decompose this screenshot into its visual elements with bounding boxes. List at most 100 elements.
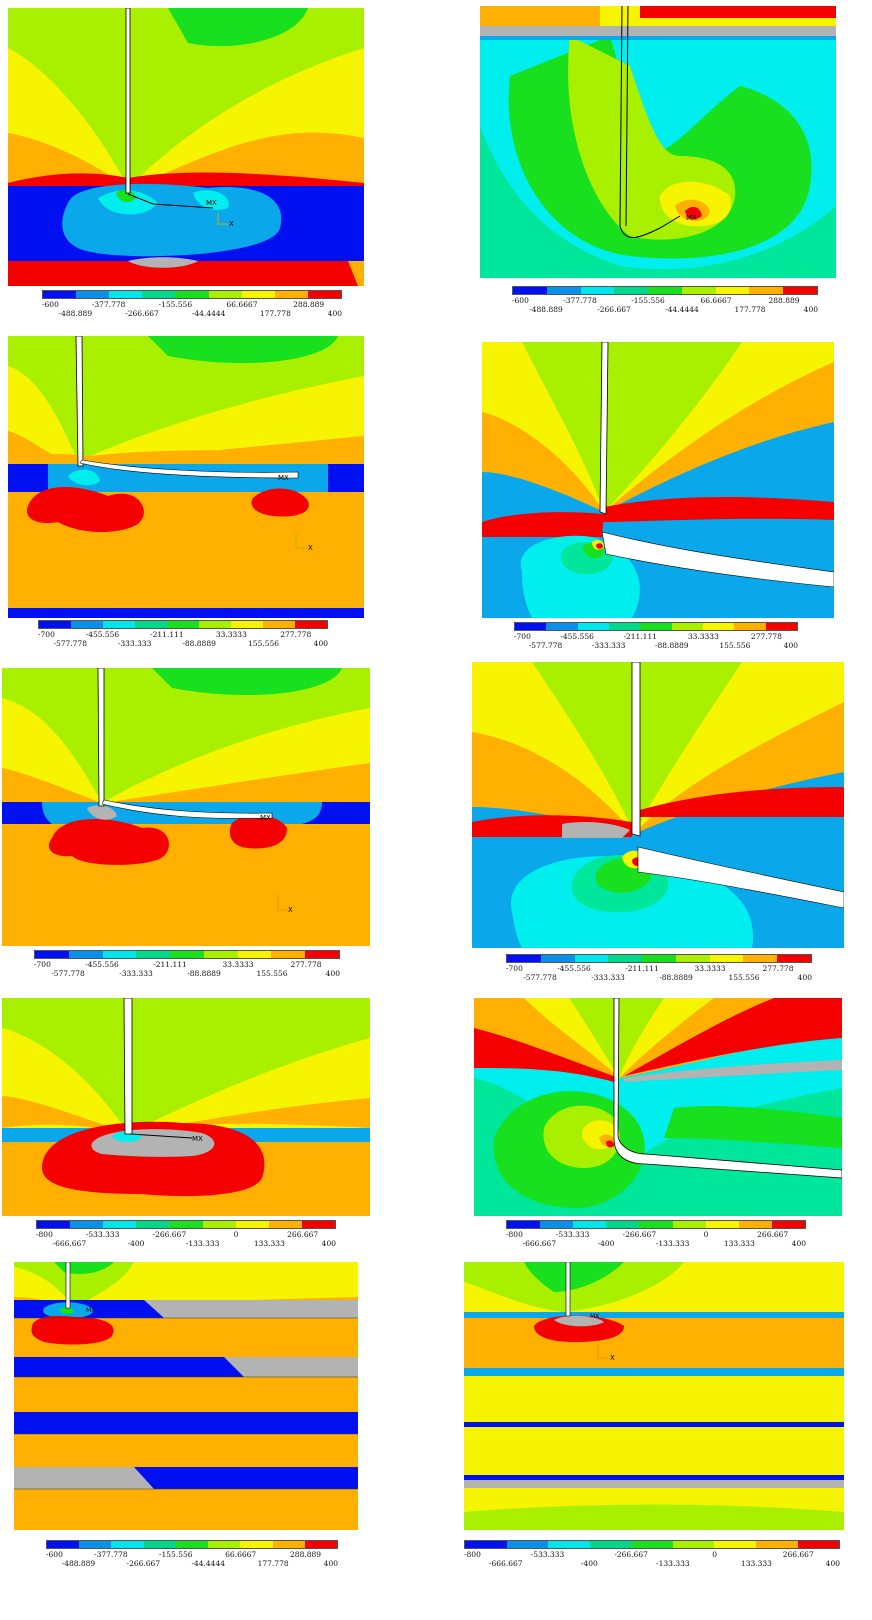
legend-tick-label: 177.778	[259, 309, 291, 318]
axis-x-label: X	[288, 906, 293, 914]
legend-swatch-7	[702, 623, 735, 630]
legend-tick-label: -700	[34, 960, 51, 969]
legend-tick-label: -400	[580, 1559, 598, 1568]
legend-swatch-9	[304, 1541, 337, 1548]
mx-marker: MX	[686, 214, 697, 222]
legend-swatch-5	[175, 1541, 209, 1548]
legend-1-left: -600 -488.889 -377.778 -266.667 -155.556 -44.…	[42, 290, 342, 326]
legend-tick-label: 277.778	[290, 960, 322, 969]
legend-swatch-8	[749, 287, 784, 294]
legend-swatch-6	[208, 291, 242, 298]
legend-swatch-5	[640, 623, 672, 630]
legend-swatch-9	[301, 1221, 335, 1228]
legend-tick-label: -155.556	[158, 1550, 193, 1559]
legend-tick-label: 400	[803, 305, 818, 314]
legend-swatch-1	[465, 1541, 507, 1548]
legend-swatch-4	[136, 1221, 170, 1228]
legend-tick-label: 277.778	[750, 632, 782, 641]
legend-tick-label: 277.778	[280, 630, 312, 639]
legend-swatch-5	[169, 1221, 203, 1228]
legend-swatch-6	[672, 1541, 715, 1548]
legend-tick-label: -333.333	[591, 973, 625, 982]
legend-4-left: -800 -666.667 -533.333 -400 -266.667 -133.333…	[36, 1220, 336, 1256]
legend-tick-label: 66.6667	[700, 296, 732, 305]
mx-marker: MX	[278, 474, 289, 482]
legend-2-right: -700 -577.778 -455.556 -333.333 -211.111 -88.…	[514, 622, 798, 658]
legend-swatch-7	[715, 287, 750, 294]
legend-tick-label: 133.333	[253, 1239, 285, 1248]
legend-tick-label: 33.3333	[215, 630, 247, 639]
legend-swatch-6	[672, 1221, 706, 1228]
legend-color-bar	[34, 950, 340, 959]
mx-marker: MX	[206, 199, 217, 207]
legend-swatch-7	[705, 1221, 739, 1228]
legend-swatch-5	[642, 955, 676, 962]
legend-tick-label: -88.8889	[187, 969, 221, 978]
legend-tick-label: 33.3333	[222, 960, 254, 969]
legend-tick-label: -666.667	[52, 1239, 87, 1248]
legend-tick-label: -133.333	[655, 1239, 690, 1248]
legend-tick-label: 0	[233, 1230, 239, 1239]
legend-tick-label: -488.889	[529, 305, 563, 314]
legend-color-bar	[506, 1220, 806, 1229]
legend-tick-label: 0	[712, 1550, 718, 1559]
legend-tick-label: 400	[313, 639, 328, 648]
legend-swatch-8	[743, 955, 778, 962]
contour-plot-1-right: MX	[480, 6, 836, 278]
legend-tick-label: -533.333	[85, 1230, 120, 1239]
legend-tick-label: -211.111	[623, 632, 657, 641]
legend-tick-label: 155.556	[256, 969, 288, 978]
legend-swatch-6	[203, 951, 238, 958]
legend-swatch-8	[755, 1541, 798, 1548]
legend-tick-label: 133.333	[740, 1559, 772, 1568]
legend-swatch-8	[268, 1221, 302, 1228]
legend-tick-label: -266.667	[125, 309, 159, 318]
legend-tick-label: 177.778	[257, 1559, 289, 1568]
legend-tick-label: -488.889	[58, 309, 93, 318]
mx-marker: MX	[86, 1307, 95, 1314]
legend-5-left: -600 -488.889 -377.778 -266.667 -155.556 -44.…	[46, 1540, 338, 1576]
legend-tick-label: -577.778	[51, 969, 85, 978]
legend-3-right: -700 -577.778 -455.556 -333.333 -211.111 -88.…	[506, 954, 812, 990]
legend-swatch-8	[274, 291, 308, 298]
legend-tick-label: 400	[327, 309, 342, 318]
legend-swatch-2	[68, 951, 103, 958]
legend-tick-label: -666.667	[488, 1559, 523, 1568]
legend-swatch-2	[540, 1221, 574, 1228]
legend-swatch-2	[546, 623, 578, 630]
legend-swatch-7	[231, 621, 263, 628]
legend-color-bar	[512, 286, 818, 295]
contour-plot-2-right	[482, 342, 834, 618]
legend-swatch-7	[709, 955, 744, 962]
legend-swatch-9	[771, 1221, 805, 1228]
axis-x-label: X	[308, 544, 313, 552]
contour-plot-2-left: MX X	[8, 336, 364, 618]
legend-tick-label: -455.556	[560, 632, 594, 641]
legend-tick-label: -266.667	[126, 1559, 161, 1568]
axis-x-label: X	[229, 220, 234, 228]
legend-tick-label: -800	[506, 1230, 523, 1239]
legend-color-bar	[464, 1540, 840, 1549]
legend-swatch-1	[515, 623, 547, 630]
legend-tick-label: -377.778	[94, 1550, 128, 1559]
legend-swatch-4	[608, 623, 641, 630]
legend-swatch-2	[546, 287, 581, 294]
legend-tick-label: 155.556	[728, 973, 760, 982]
legend-swatch-4	[136, 951, 171, 958]
legend-swatch-6	[675, 955, 710, 962]
legend-tick-label: 400	[323, 1559, 338, 1568]
legend-swatch-5	[170, 951, 204, 958]
legend-swatch-1	[47, 1541, 80, 1548]
legend-swatch-4	[606, 1221, 640, 1228]
legend-swatch-5	[639, 1221, 673, 1228]
legend-tick-label: 266.667	[782, 1550, 814, 1559]
legend-swatch-3	[103, 621, 135, 628]
contour-plot-4-right	[474, 998, 842, 1216]
contour-plot-4-left: MX	[2, 998, 370, 1216]
legend-tick-label: -44.4444	[191, 1559, 225, 1568]
legend-tick-label: -455.556	[85, 960, 119, 969]
legend-swatch-3	[580, 287, 615, 294]
legend-tick-label: -455.556	[557, 964, 591, 973]
legend-swatch-2	[71, 621, 103, 628]
contour-plot-1-left: MX X	[8, 8, 364, 286]
